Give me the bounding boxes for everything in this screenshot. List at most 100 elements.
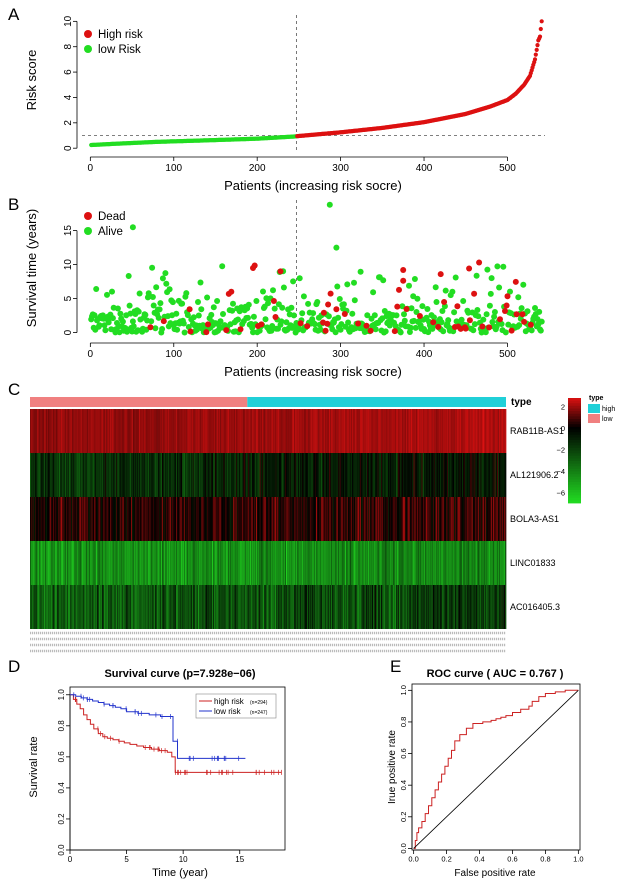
heatmap-cell [352,497,354,541]
heatmap-cell [31,497,33,541]
heatmap-cell [94,409,96,453]
heatmap-cell [504,497,506,541]
heatmap-cell [266,409,268,453]
heatmap-cell [463,409,465,453]
heatmap-cell [323,409,326,453]
heatmap-cell [145,453,147,497]
heatmap-cell [178,453,180,497]
heatmap-cell [380,497,382,541]
heatmap-cell [478,585,480,629]
heatmap-cell [426,497,429,541]
heatmap-cell [272,585,275,629]
heatmap-cell [234,497,236,541]
heatmap-cell [132,497,135,541]
heatmap-cell [52,409,55,453]
heatmap-cell [464,409,466,453]
heatmap-cell [65,585,67,629]
heatmap-cell [226,497,228,541]
heatmap-cell [324,585,326,629]
heatmap-cell [274,497,276,541]
heatmap-cell [503,541,505,585]
heatmap-cell [81,541,84,585]
heatmap-cell [268,541,270,585]
heatmap-cell [91,585,93,629]
heatmap-cell [482,585,484,629]
alive-point [310,310,317,317]
heatmap-cell [143,453,145,497]
heatmap-cell [128,409,130,453]
heatmap-cell [400,585,402,629]
heatmap-cell [341,585,343,629]
heatmap-cell [40,541,42,585]
heatmap-cell [97,409,99,453]
heatmap-cell [325,497,327,541]
heatmap-cell [38,409,41,453]
heatmap-cell [235,453,237,497]
heatmap-cell [364,541,366,585]
alive-point [475,313,482,320]
heatmap-cell [333,409,335,453]
heatmap-cell [346,585,348,629]
heatmap-cell [199,409,202,453]
heatmap-cell [488,497,490,541]
heatmap-cell [89,453,92,497]
heatmap-legend-title: type [589,395,604,402]
heatmap-cell [248,497,250,541]
alive-point [271,305,278,312]
heatmap-cell [235,541,238,585]
heatmap-cell [98,453,100,497]
heatmap-cell [418,541,420,585]
heatmap-cell [75,497,77,541]
heatmap-cell [413,497,415,541]
heatmap-cell [40,585,42,629]
heatmap-cell [341,453,343,497]
heatmap-cell [406,453,408,497]
heatmap-cell [118,497,121,541]
heatmap-cell [91,541,93,585]
heatmap-cell [86,497,88,541]
heatmap-cell [95,409,97,453]
heatmap-cell [314,497,316,541]
heatmap-cell [254,409,256,453]
heatmap-row-label: LINC01833 [510,558,556,568]
heatmap-cell [441,585,443,629]
heatmap-cell [434,585,436,629]
heatmap-cell [498,409,500,453]
heatmap-cell [49,585,51,629]
risk-score-x-tick-label: 300 [332,163,349,174]
heatmap-cell [445,409,447,453]
heatmap-cell [68,585,70,629]
heatmap-cell [492,409,495,453]
heatmap-cell [140,585,143,629]
heatmap-cell [330,497,333,541]
heatmap-cell [433,453,436,497]
roc-curve-x-label: False positive rate [454,868,536,879]
heatmap-cell [375,541,378,585]
heatmap-cell [428,497,430,541]
heatmap-cell [75,409,77,453]
heatmap-cell [260,453,262,497]
heatmap-cell [380,585,382,629]
heatmap-cell [390,409,392,453]
heatmap-cell [170,453,173,497]
heatmap-cell [190,409,192,453]
heatmap-cell [237,541,239,585]
panel-letter-c: C [8,380,20,399]
heatmap-cell [292,541,294,585]
heatmap-cell [334,453,336,497]
heatmap-cell [146,453,148,497]
heatmap-cell [341,541,343,585]
heatmap-cell [253,453,255,497]
heatmap-cell [177,585,180,629]
heatmap-cell [172,497,174,541]
heatmap-cell [125,497,128,541]
heatmap-cell [459,497,461,541]
heatmap-cell [244,497,246,541]
heatmap-cell [410,585,412,629]
heatmap-cell [358,585,360,629]
alive-point [220,311,226,317]
heatmap-cell [425,541,428,585]
heatmap-cell [472,409,474,453]
heatmap-cell [86,585,88,629]
heatmap-cell [321,585,323,629]
